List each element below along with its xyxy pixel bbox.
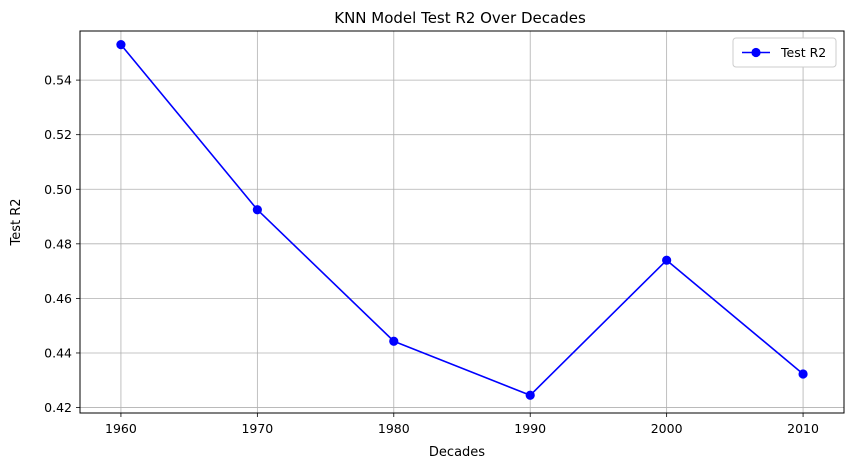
x-tick-label: 1980: [378, 421, 410, 436]
y-tick-label: 0.46: [44, 291, 72, 306]
y-tick-label: 0.48: [44, 236, 72, 251]
data-point: [252, 205, 262, 215]
y-axis-ticks: 0.42 0.44 0.46 0.48 0.50 0.52 0.54: [44, 73, 80, 415]
x-tick-label: 2010: [787, 421, 819, 436]
y-tick-label: 0.44: [44, 345, 72, 360]
plot-frame: [79, 30, 845, 414]
y-axis-label: Test R2: [9, 198, 24, 246]
x-tick-label: 2000: [651, 421, 683, 436]
data-point: [662, 255, 672, 265]
data-point: [525, 390, 535, 400]
y-tick-label: 0.42: [44, 400, 72, 415]
legend-marker-sample: [751, 47, 761, 58]
y-tick-label: 0.50: [44, 182, 72, 197]
series-layer: [116, 40, 808, 400]
y-tick-label: 0.52: [44, 127, 72, 142]
series-line-test-r2: [120, 44, 804, 397]
chart-title: KNN Model Test R2 Over Decades: [334, 9, 586, 27]
data-point: [116, 40, 126, 50]
x-tick-label: 1990: [514, 421, 546, 436]
x-tick-label: 1960: [105, 421, 137, 436]
x-axis-ticks: 1960 1970 1980 1990 2000 2010: [105, 413, 819, 436]
data-point: [798, 369, 808, 379]
y-tick-label: 0.54: [44, 73, 72, 88]
x-tick-label: 1970: [241, 421, 273, 436]
legend-label: Test R2: [780, 45, 826, 60]
legend-box: [732, 37, 837, 68]
grid: [80, 31, 844, 413]
x-axis-label: Decades: [429, 445, 485, 460]
legend: Test R2: [732, 37, 837, 68]
data-point: [389, 336, 399, 346]
